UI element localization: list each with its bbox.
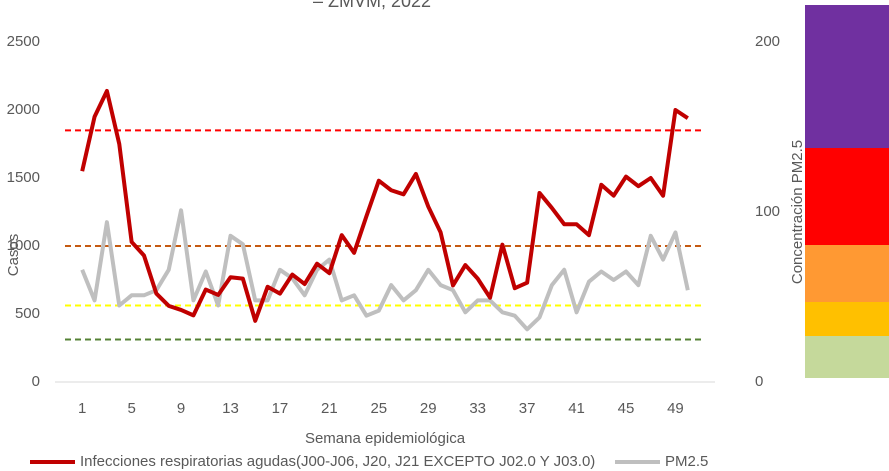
x-tick-label: 29 bbox=[420, 400, 437, 417]
y-tick-label: 2000 bbox=[7, 101, 40, 118]
x-tick-label: 49 bbox=[667, 400, 684, 417]
x-tick-label: 1 bbox=[78, 400, 86, 417]
series-line bbox=[80, 208, 690, 332]
x-tick-label: 37 bbox=[519, 400, 536, 417]
x-tick-label: 33 bbox=[469, 400, 486, 417]
legend-label: PM2.5 bbox=[665, 453, 708, 470]
x-tick-label: 25 bbox=[370, 400, 387, 417]
y-tick-label: 1000 bbox=[7, 237, 40, 254]
y2-axis-label: Concentración PM2.5 bbox=[789, 140, 806, 284]
y-tick-label: 500 bbox=[15, 305, 40, 322]
x-tick-label: 41 bbox=[568, 400, 585, 417]
x-tick-label: 45 bbox=[618, 400, 635, 417]
x-tick-label: 9 bbox=[177, 400, 185, 417]
chart-title: – ZMVM, 2022 bbox=[313, 0, 431, 11]
y-tick-label: 1500 bbox=[7, 169, 40, 186]
legend-label: Infecciones respiratorias agudas(J00-J06… bbox=[80, 453, 595, 470]
x-tick-label: 21 bbox=[321, 400, 338, 417]
y-tick-label: 2500 bbox=[7, 33, 40, 50]
y2-tick-label: 100 bbox=[755, 203, 780, 220]
x-tick-label: 17 bbox=[272, 400, 289, 417]
y2-tick-label: 200 bbox=[755, 33, 780, 50]
color-scale bbox=[805, 5, 889, 378]
x-tick-label: 5 bbox=[127, 400, 135, 417]
x-axis-label: Semana epidemiológica bbox=[305, 430, 466, 447]
y2-tick-label: 0 bbox=[755, 373, 763, 390]
y-tick-label: 0 bbox=[32, 373, 40, 390]
x-tick-label: 13 bbox=[222, 400, 239, 417]
series-line bbox=[80, 88, 689, 323]
y-axis-label: Casos bbox=[5, 234, 22, 277]
